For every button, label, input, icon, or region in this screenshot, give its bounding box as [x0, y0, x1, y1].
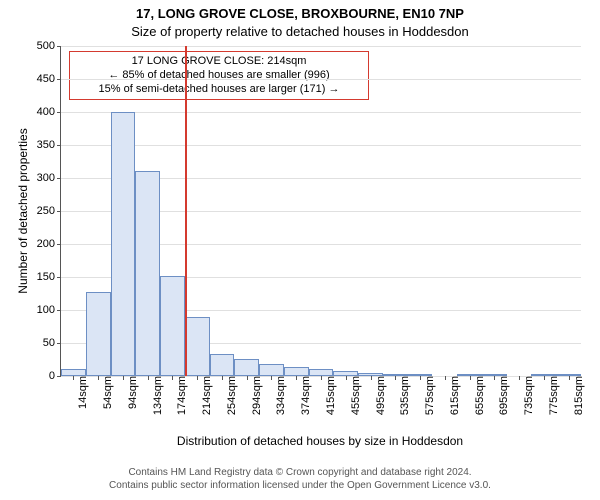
gridline: [61, 145, 581, 146]
xtick-mark: [271, 376, 272, 380]
chart-container: 17, LONG GROVE CLOSE, BROXBOURNE, EN10 7…: [0, 0, 600, 500]
chart-title-line2: Size of property relative to detached ho…: [0, 24, 600, 39]
ytick-label: 250: [37, 205, 61, 217]
gridline: [61, 46, 581, 47]
annotation-line: ← 85% of detached houses are smaller (99…: [76, 69, 362, 83]
xtick-label: 455sqm: [350, 376, 362, 415]
xtick-mark: [148, 376, 149, 380]
xtick-label: 94sqm: [127, 376, 139, 409]
footer-line2: Contains public sector information licen…: [0, 479, 600, 492]
histogram-bar: [61, 369, 86, 376]
ytick-label: 400: [37, 106, 61, 118]
xtick-mark: [420, 376, 421, 380]
xtick-mark: [123, 376, 124, 380]
histogram-bar: [259, 364, 284, 376]
xtick-mark: [445, 376, 446, 380]
gridline: [61, 79, 581, 80]
xtick-mark: [544, 376, 545, 380]
xtick-mark: [395, 376, 396, 380]
xtick-mark: [222, 376, 223, 380]
histogram-bar: [86, 292, 111, 376]
plot-area: 17 LONG GROVE CLOSE: 214sqm← 85% of deta…: [60, 46, 581, 377]
marker-line: [185, 46, 187, 376]
xtick-label: 134sqm: [152, 376, 164, 415]
xtick-label: 334sqm: [275, 376, 287, 415]
xtick-label: 615sqm: [449, 376, 461, 415]
gridline: [61, 112, 581, 113]
xtick-mark: [98, 376, 99, 380]
xtick-mark: [494, 376, 495, 380]
ytick-label: 0: [49, 370, 61, 382]
xtick-mark: [470, 376, 471, 380]
histogram-bar: [309, 369, 334, 376]
histogram-bar: [234, 359, 259, 376]
xtick-mark: [73, 376, 74, 380]
xtick-label: 735sqm: [523, 376, 535, 415]
xtick-label: 495sqm: [375, 376, 387, 415]
ytick-label: 500: [37, 40, 61, 52]
ytick-label: 200: [37, 238, 61, 250]
xtick-mark: [247, 376, 248, 380]
ytick-label: 300: [37, 172, 61, 184]
xtick-mark: [569, 376, 570, 380]
annotation-box: 17 LONG GROVE CLOSE: 214sqm← 85% of deta…: [69, 51, 369, 100]
xtick-mark: [296, 376, 297, 380]
xtick-label: 214sqm: [201, 376, 213, 415]
ytick-label: 350: [37, 139, 61, 151]
annotation-title: 17 LONG GROVE CLOSE: 214sqm: [76, 55, 362, 69]
xtick-label: 294sqm: [251, 376, 263, 415]
xtick-label: 575sqm: [424, 376, 436, 415]
xtick-mark: [197, 376, 198, 380]
footer-line1: Contains HM Land Registry data © Crown c…: [0, 466, 600, 479]
histogram-bar: [284, 367, 309, 376]
annotation-line: 15% of semi-detached houses are larger (…: [76, 83, 362, 97]
ytick-label: 50: [43, 337, 61, 349]
xtick-mark: [519, 376, 520, 380]
xtick-label: 655sqm: [474, 376, 486, 415]
xtick-label: 535sqm: [399, 376, 411, 415]
xtick-label: 14sqm: [77, 376, 89, 409]
ytick-label: 450: [37, 73, 61, 85]
xtick-label: 415sqm: [325, 376, 337, 415]
footer-attribution: Contains HM Land Registry data © Crown c…: [0, 466, 600, 492]
xtick-label: 54sqm: [102, 376, 114, 409]
histogram-bar: [160, 276, 185, 376]
xtick-mark: [346, 376, 347, 380]
y-axis-label: Number of detached properties: [16, 46, 30, 376]
xtick-label: 775sqm: [548, 376, 560, 415]
xtick-label: 254sqm: [226, 376, 238, 415]
xtick-label: 374sqm: [300, 376, 312, 415]
histogram-bar: [210, 354, 235, 376]
xtick-label: 174sqm: [176, 376, 188, 415]
xtick-mark: [371, 376, 372, 380]
chart-title-line1: 17, LONG GROVE CLOSE, BROXBOURNE, EN10 7…: [0, 6, 600, 21]
histogram-bar: [135, 171, 160, 376]
histogram-bar: [111, 112, 136, 376]
xtick-mark: [172, 376, 173, 380]
x-axis-label: Distribution of detached houses by size …: [60, 434, 580, 448]
ytick-label: 100: [37, 304, 61, 316]
xtick-label: 695sqm: [498, 376, 510, 415]
histogram-bar: [185, 317, 210, 376]
ytick-label: 150: [37, 271, 61, 283]
xtick-label: 815sqm: [573, 376, 585, 415]
xtick-mark: [321, 376, 322, 380]
